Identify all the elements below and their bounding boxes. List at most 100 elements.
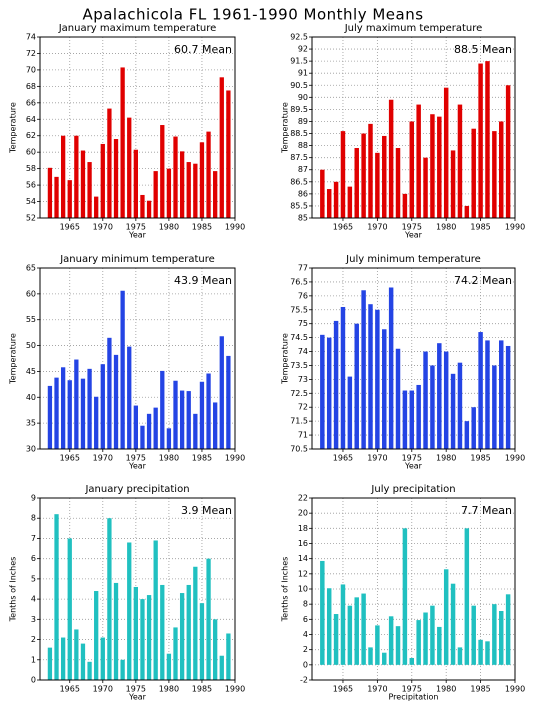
plot-frame — [311, 36, 516, 219]
x-tick-label: 1975 — [126, 685, 146, 694]
bar — [471, 605, 476, 665]
y-tick-label: 90.5 — [290, 81, 308, 90]
x-tick-label: 1965 — [333, 454, 353, 463]
bar — [186, 584, 191, 680]
bar — [492, 604, 497, 665]
bar — [437, 343, 442, 449]
bar — [60, 367, 66, 449]
x-tick-label: 1985 — [470, 223, 490, 232]
figure-title: Apalachicola FL 1961-1990 Monthly Means — [82, 6, 423, 24]
bar — [100, 364, 105, 449]
bar — [54, 514, 59, 680]
bar — [113, 582, 119, 680]
bar — [450, 150, 456, 218]
bar — [416, 620, 421, 665]
bar — [140, 425, 145, 449]
bar — [443, 351, 449, 449]
y-tick-label: 45 — [26, 367, 36, 376]
x-tick-label: 1990 — [225, 223, 245, 232]
bar — [340, 131, 346, 218]
x-tick-label: 1975 — [402, 685, 422, 694]
bar — [423, 351, 428, 449]
y-tick-label: 86.5 — [290, 177, 308, 186]
x-tick-label: 1975 — [402, 223, 422, 232]
bar — [423, 157, 428, 218]
panel: July maximum temperature 85 85.5 86 86.5 87 87… — [281, 23, 526, 240]
bar — [492, 365, 497, 449]
bar — [326, 189, 332, 218]
y-tick-label: 92 — [298, 45, 308, 54]
x-axis-label: Year — [404, 231, 423, 240]
x-tick-label: 1980 — [436, 223, 456, 232]
y-tick-label: 8 — [303, 600, 308, 609]
y-tick-label: 76 — [298, 291, 308, 300]
x-tick-label: 1990 — [505, 454, 525, 463]
bar — [219, 655, 224, 680]
bar — [87, 162, 92, 218]
y-tick-label: 56 — [26, 181, 36, 190]
y-tick-label: 60 — [26, 289, 36, 298]
bar — [107, 108, 112, 218]
y-tick-label: 52 — [26, 214, 36, 223]
bar — [388, 99, 394, 218]
y-tick-label: 16 — [298, 539, 308, 548]
panel-title: July maximum temperature — [344, 23, 483, 34]
bar — [402, 390, 408, 449]
y-tick-label: 54 — [26, 197, 36, 206]
y-axis-label: Temperature — [9, 102, 18, 154]
bar — [505, 594, 511, 665]
bar — [140, 194, 145, 218]
bar — [430, 365, 435, 449]
y-tick-label: 89.5 — [290, 105, 308, 114]
bar — [146, 413, 152, 449]
y-tick-label: 40 — [26, 393, 36, 402]
bar — [87, 661, 92, 680]
x-tick-label: 1980 — [436, 685, 456, 694]
bar — [94, 591, 99, 680]
y-tick-label: 55 — [26, 315, 36, 324]
bar — [333, 614, 339, 665]
bar — [173, 136, 178, 218]
bar — [382, 652, 387, 665]
panel: July minimum temperature 70.5 71 71.5 72 72.5… — [281, 254, 526, 471]
x-tick-label: 1965 — [333, 685, 353, 694]
bar — [80, 150, 86, 218]
y-tick-label: 5 — [31, 574, 36, 583]
mean-annotation: 60.7 Mean — [174, 43, 232, 56]
bar — [120, 290, 125, 449]
bar — [166, 428, 172, 449]
y-tick-label: 88 — [298, 141, 308, 150]
bar — [60, 637, 66, 680]
bar — [320, 560, 325, 665]
panel-title: January minimum temperature — [59, 254, 215, 265]
bar — [80, 378, 86, 449]
y-tick-label: 14 — [298, 554, 308, 563]
bar — [395, 148, 401, 218]
bar — [166, 653, 172, 680]
plot-frame — [39, 497, 236, 681]
mean-annotation: 7.7 Mean — [461, 504, 512, 517]
bar — [160, 370, 165, 449]
plot-frame — [311, 267, 516, 450]
y-tick-label: 22 — [298, 494, 308, 503]
y-tick-label: 2 — [303, 645, 308, 654]
y-tick-label: 85 — [298, 214, 308, 223]
mean-annotation: 43.9 Mean — [174, 274, 232, 287]
y-tick-label: 74.5 — [290, 333, 308, 342]
bar — [361, 593, 366, 665]
y-tick-label: 72.5 — [290, 389, 308, 398]
bar — [179, 593, 185, 680]
bar — [354, 323, 359, 449]
y-tick-label: 75 — [298, 319, 308, 328]
y-tick-label: 4 — [31, 595, 36, 604]
y-tick-label: 72 — [26, 49, 36, 58]
bar — [199, 381, 205, 449]
bar — [402, 193, 408, 218]
bar — [485, 641, 490, 665]
y-tick-label: 35 — [26, 419, 36, 428]
y-tick-label: 6 — [31, 554, 36, 563]
y-tick-label: 74 — [298, 347, 308, 356]
bar — [213, 402, 218, 449]
panel-title: January precipitation — [84, 484, 189, 495]
